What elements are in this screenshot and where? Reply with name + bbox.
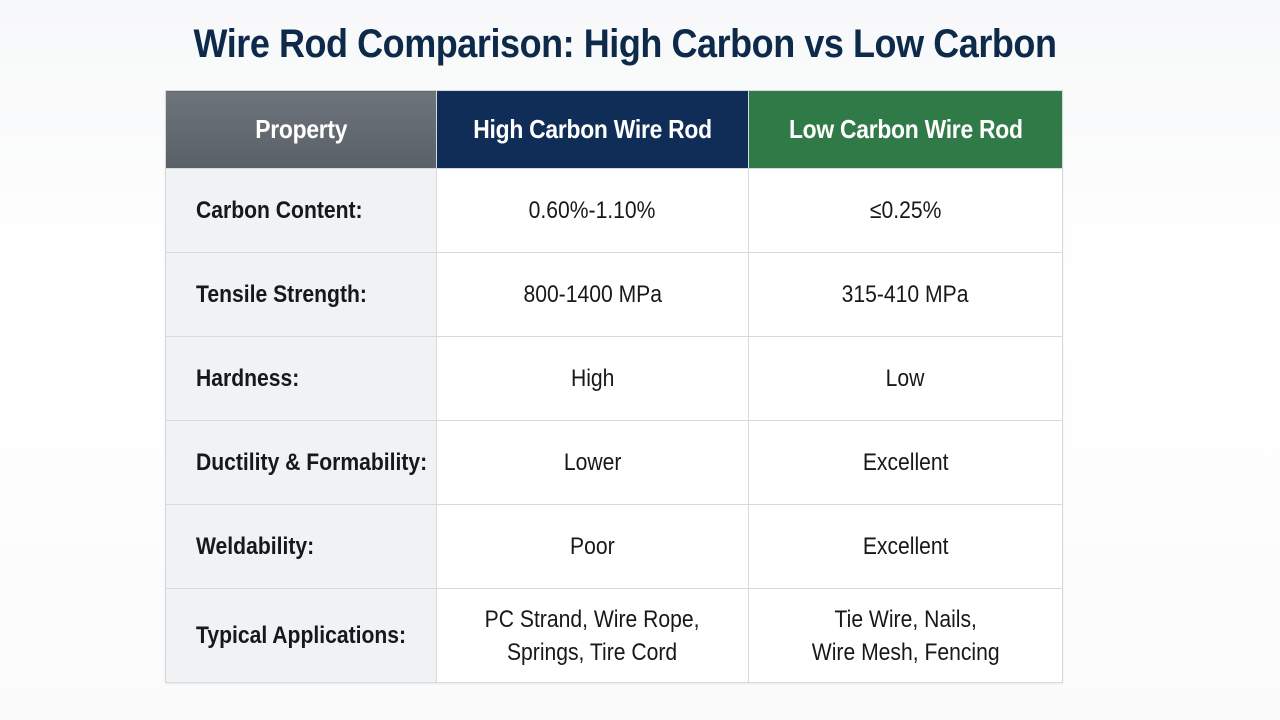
low-carbon-cell: Tie Wire, Nails, Wire Mesh, Fencing bbox=[748, 588, 1063, 683]
table-header-row: Property High Carbon Wire Rod Low Carbon… bbox=[165, 90, 1063, 169]
table-row: Typical Applications: PC Strand, Wire Ro… bbox=[165, 588, 1063, 683]
table-row: Tensile Strength: 800-1400 MPa 315-410 M… bbox=[165, 252, 1063, 337]
property-cell: Hardness: bbox=[165, 336, 437, 421]
high-carbon-cell: 800-1400 MPa bbox=[436, 252, 749, 337]
header-property: Property bbox=[165, 90, 437, 169]
low-carbon-cell: Excellent bbox=[748, 420, 1063, 505]
page-title: Wire Rod Comparison: High Carbon vs Low … bbox=[193, 22, 1057, 66]
high-carbon-cell: High bbox=[436, 336, 749, 421]
property-cell: Ductility & Formability: bbox=[165, 420, 437, 505]
property-cell: Carbon Content: bbox=[165, 168, 437, 253]
low-carbon-cell: Excellent bbox=[748, 504, 1063, 589]
header-low-carbon: Low Carbon Wire Rod bbox=[748, 90, 1063, 169]
table-row: Weldability: Poor Excellent bbox=[165, 504, 1063, 589]
table-row: Ductility & Formability: Lower Excellent bbox=[165, 420, 1063, 505]
low-carbon-cell: Low bbox=[748, 336, 1063, 421]
header-high-carbon: High Carbon Wire Rod bbox=[436, 90, 749, 169]
high-carbon-cell: Poor bbox=[436, 504, 749, 589]
property-cell: Typical Applications: bbox=[165, 588, 437, 683]
high-carbon-cell: PC Strand, Wire Rope, Springs, Tire Cord bbox=[436, 588, 749, 683]
comparison-table: Property High Carbon Wire Rod Low Carbon… bbox=[165, 90, 1063, 683]
property-cell: Tensile Strength: bbox=[165, 252, 437, 337]
table-row: Carbon Content: 0.60%-1.10% ≤0.25% bbox=[165, 168, 1063, 253]
low-carbon-cell: 315-410 MPa bbox=[748, 252, 1063, 337]
high-carbon-cell: 0.60%-1.10% bbox=[436, 168, 749, 253]
low-carbon-cell: ≤0.25% bbox=[748, 168, 1063, 253]
property-cell: Weldability: bbox=[165, 504, 437, 589]
table-row: Hardness: High Low bbox=[165, 336, 1063, 421]
high-carbon-cell: Lower bbox=[436, 420, 749, 505]
